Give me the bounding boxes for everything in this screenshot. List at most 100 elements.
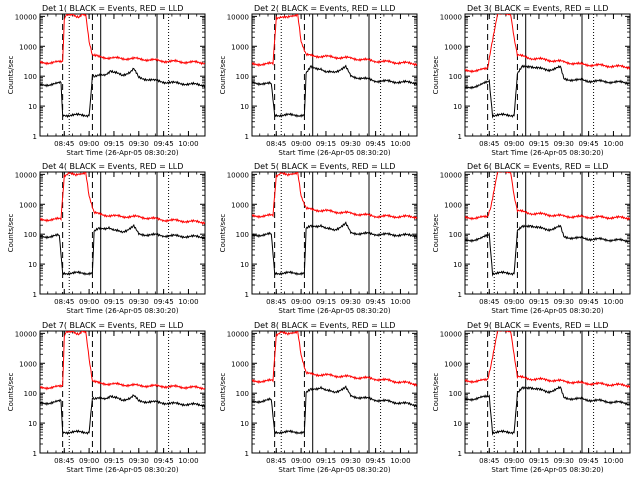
x-tick-label: 09:30 [554,298,574,306]
y-tick-label: 100 [24,390,37,398]
y-tick-label: 1 [245,291,249,299]
x-axis-label: Start Time (26-Apr-05 08:30:20) [66,149,178,157]
y-tick-label: 100 [449,390,462,398]
plot-frame [251,171,418,295]
y-tick-label: 10000 [440,171,462,179]
event-rate-line [252,385,417,435]
y-tick-label: 10 [240,261,249,269]
x-tick-label: 08:45 [479,457,499,465]
series-group [465,172,630,277]
x-tick-label: 09:30 [341,140,361,148]
panel-title: Det 3( BLACK = Events, RED = LLD [467,4,608,13]
x-tick-label: 08:45 [54,298,74,306]
y-tick-label: 10 [240,103,249,111]
x-tick-label: 10:00 [603,298,623,306]
y-tick-label: 100 [236,73,249,81]
x-tick-label: 09:45 [154,457,174,465]
lld-rate-line [252,172,417,220]
lld-rate-line [465,172,630,221]
lld-rate-line [252,331,417,387]
y-tick-label: 10 [240,420,249,428]
y-tick-label: 100 [24,231,37,239]
x-tick-label: 10:00 [390,298,410,306]
x-tick-label: 09:30 [554,140,574,148]
x-tick-label: 09:15 [316,457,336,465]
lld-rate-line [40,14,205,66]
x-axis-label: Start Time (26-Apr-05 08:30:20) [66,307,178,315]
y-tick-label: 1000 [19,360,37,368]
plot-frame [251,13,418,137]
series-group [40,331,205,436]
x-tick-label: 09:15 [104,140,124,148]
series-group [252,14,417,118]
y-axis-label: Counts/sec [432,373,440,412]
series-group [40,14,205,119]
y-tick-label: 1000 [231,360,249,368]
y-tick-label: 10000 [440,330,462,338]
y-tick-label: 1 [245,450,249,458]
y-tick-label: 10 [453,420,462,428]
x-tick-label: 09:30 [554,457,574,465]
event-rate-line [40,223,205,276]
x-tick-label: 09:30 [129,140,149,148]
event-rate-line [252,64,417,118]
x-tick-label: 08:45 [479,140,499,148]
y-axis-label: Counts/sec [219,56,227,95]
x-tick-label: 09:15 [529,298,549,306]
y-axis-label: Counts/sec [219,373,227,412]
x-tick-label: 09:00 [79,140,99,148]
series-group [465,14,630,119]
y-tick-label: 10000 [440,13,462,21]
x-tick-label: 09:30 [341,457,361,465]
y-tick-label: 1000 [231,43,249,51]
detector-panel: Det 9( BLACK = Events, RED = LLD Counts/s… [432,321,631,474]
x-tick-label: 10:00 [603,457,623,465]
x-tick-label: 09:30 [129,298,149,306]
x-axis-label: Start Time (26-Apr-05 08:30:20) [278,466,390,474]
plot-frame [39,330,206,454]
x-tick-label: 10:00 [178,298,198,306]
y-tick-label: 1000 [231,201,249,209]
lld-rate-line [40,331,205,391]
y-tick-label: 1 [458,133,462,141]
x-tick-label: 08:45 [54,457,74,465]
y-tick-label: 10000 [15,330,37,338]
x-tick-label: 09:15 [316,140,336,148]
x-tick-label: 09:00 [291,298,311,306]
y-tick-label: 100 [236,390,249,398]
y-tick-label: 10000 [15,171,37,179]
x-axis-label: Start Time (26-Apr-05 08:30:20) [278,307,390,315]
x-tick-label: 09:00 [504,457,524,465]
detector-panel: Det 1( BLACK = Events, RED = LLD Counts/s… [7,4,206,157]
y-tick-label: 10000 [227,13,249,21]
x-tick-label: 10:00 [178,140,198,148]
y-tick-label: 100 [449,231,462,239]
x-tick-label: 09:45 [366,140,386,148]
y-tick-label: 1000 [444,201,462,209]
x-axis-label: Start Time (26-Apr-05 08:30:20) [491,307,603,315]
x-tick-label: 09:45 [366,298,386,306]
panel-title: Det 4( BLACK = Events, RED = LLD [42,162,183,171]
x-tick-label: 10:00 [390,140,410,148]
x-axis-label: Start Time (26-Apr-05 08:30:20) [491,466,603,474]
lld-rate-line [465,331,630,389]
y-tick-label: 10 [28,103,37,111]
x-tick-label: 09:15 [104,298,124,306]
x-tick-label: 09:15 [104,457,124,465]
series-group [252,331,417,435]
y-axis-label: Counts/sec [432,214,440,253]
y-tick-label: 1 [33,291,37,299]
detector-panel: Det 8( BLACK = Events, RED = LLD Counts/s… [219,321,418,474]
x-tick-label: 10:00 [390,457,410,465]
detector-panel: Det 2( BLACK = Events, RED = LLD Counts/s… [219,4,418,157]
y-tick-label: 1000 [444,360,462,368]
panel-title: Det 7( BLACK = Events, RED = LLD [42,321,183,330]
panel-title: Det 6( BLACK = Events, RED = LLD [467,162,608,171]
detector-panel: Det 4( BLACK = Events, RED = LLD Counts/s… [7,162,206,315]
y-tick-label: 1 [33,133,37,141]
y-axis-label: Counts/sec [7,373,15,412]
lld-rate-line [252,14,417,67]
panel-title: Det 1( BLACK = Events, RED = LLD [42,4,183,13]
x-tick-label: 08:45 [266,457,286,465]
y-axis-label: Counts/sec [7,214,15,253]
